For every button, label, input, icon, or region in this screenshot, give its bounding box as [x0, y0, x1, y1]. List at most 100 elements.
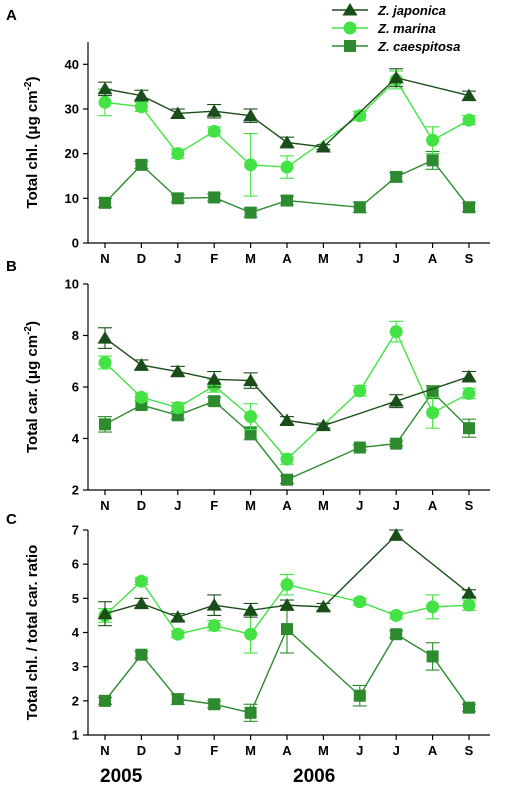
data-point	[135, 648, 148, 661]
data-point	[208, 191, 221, 204]
legend-marker	[343, 21, 357, 35]
data-point	[461, 369, 477, 383]
data-point	[315, 418, 331, 432]
data-point	[280, 160, 294, 174]
legend-entry: Z. japonica	[332, 3, 446, 18]
data-point	[390, 628, 403, 641]
panel-label: B	[6, 258, 17, 275]
data-point	[206, 104, 222, 117]
x-tick-label: D	[137, 743, 146, 758]
data-point	[353, 384, 367, 398]
y-tick-label: 1	[72, 728, 79, 743]
data-point	[170, 364, 186, 378]
panel-A: A 0 10 20 30 40 N D J F M A M J J A S Total chl. (μg cm-2…	[6, 7, 490, 266]
x-tick-label: J	[356, 498, 363, 513]
data-point	[133, 88, 149, 102]
y-tick-label: 6	[72, 380, 79, 395]
data-point	[170, 610, 186, 623]
y-tick-label: 30	[65, 102, 79, 117]
x-tick-label: F	[210, 498, 218, 513]
legend-label: Z. japonica	[377, 3, 446, 18]
x-tick-label: N	[100, 743, 109, 758]
y-tick-label: 40	[65, 57, 79, 72]
data-point	[244, 206, 257, 219]
data-point	[97, 81, 113, 95]
data-point	[463, 701, 475, 714]
x-tick-label: A	[282, 743, 292, 758]
x-tick-label: A	[428, 743, 438, 758]
series-line	[104, 627, 470, 714]
panel-label: A	[6, 7, 17, 24]
x-tick-label: M	[318, 251, 329, 266]
data-point	[280, 452, 294, 466]
y-tick-label: 10	[65, 277, 79, 292]
data-point	[134, 574, 148, 588]
data-point	[170, 106, 186, 119]
panel-C: C 1 2 3 4 5 6 7 N D J F M A M J J A S Total chl. / total ca…	[6, 511, 490, 758]
data-point	[353, 109, 367, 123]
x-tick-label: A	[282, 498, 292, 513]
data-point	[171, 693, 184, 706]
data-point	[281, 473, 293, 486]
data-point	[98, 356, 112, 370]
x-tick-label: M	[245, 498, 256, 513]
data-point	[389, 325, 403, 339]
data-point	[171, 147, 185, 161]
x-tick-label: D	[137, 251, 146, 266]
x-tick-label: A	[428, 498, 438, 513]
y-axis-label: Total car. (μg cm-2)	[23, 321, 41, 453]
data-point	[244, 158, 258, 172]
year-label-2005: 2005	[100, 766, 143, 787]
x-tick-label: A	[282, 251, 292, 266]
x-tick-label: M	[318, 743, 329, 758]
panel-label: C	[6, 511, 17, 528]
data-point	[99, 694, 111, 707]
data-point	[134, 390, 148, 404]
data-point	[353, 201, 366, 214]
x-tick-label: A	[428, 251, 438, 266]
data-point	[463, 201, 475, 214]
x-tick-label: S	[465, 743, 474, 758]
y-tick-label: 7	[72, 523, 79, 538]
series-z-caespitosa	[98, 604, 476, 722]
data-point	[353, 441, 366, 454]
data-point	[388, 528, 404, 541]
data-point	[134, 100, 148, 114]
data-point	[390, 170, 403, 183]
panel-B: B 2 4 6 8 10 N D J F M A M J J A S Total car. (μg cm-2)	[6, 258, 490, 513]
data-point	[280, 578, 294, 592]
data-point	[243, 108, 259, 122]
data-point	[388, 394, 404, 407]
x-tick-label: F	[210, 251, 218, 266]
data-point	[281, 194, 293, 207]
data-point	[315, 599, 331, 613]
data-point	[426, 133, 440, 147]
x-tick-label: D	[137, 498, 146, 513]
data-point	[244, 706, 257, 719]
x-tick-label: S	[465, 498, 474, 513]
data-point	[206, 598, 222, 611]
data-point	[426, 406, 440, 420]
x-tick-label: M	[245, 251, 256, 266]
legend: Z. japonica Z. marina Z. caespitosa	[332, 3, 460, 54]
data-point	[97, 331, 113, 344]
data-point	[206, 372, 222, 385]
data-point	[207, 124, 221, 138]
data-point	[426, 386, 439, 399]
data-point	[243, 373, 259, 387]
data-point	[462, 386, 476, 400]
data-point	[279, 413, 295, 426]
series-z-japonica	[97, 327, 477, 432]
series-z-caespitosa	[98, 385, 476, 486]
data-point	[462, 113, 476, 127]
data-point	[388, 70, 404, 84]
series-z-japonica	[97, 528, 477, 627]
data-point	[279, 598, 295, 611]
y-tick-label: 6	[72, 557, 79, 572]
data-point	[315, 139, 331, 153]
data-point	[97, 606, 113, 620]
x-tick-label: J	[393, 743, 400, 758]
series-z-japonica	[97, 68, 477, 153]
data-point	[98, 95, 112, 109]
